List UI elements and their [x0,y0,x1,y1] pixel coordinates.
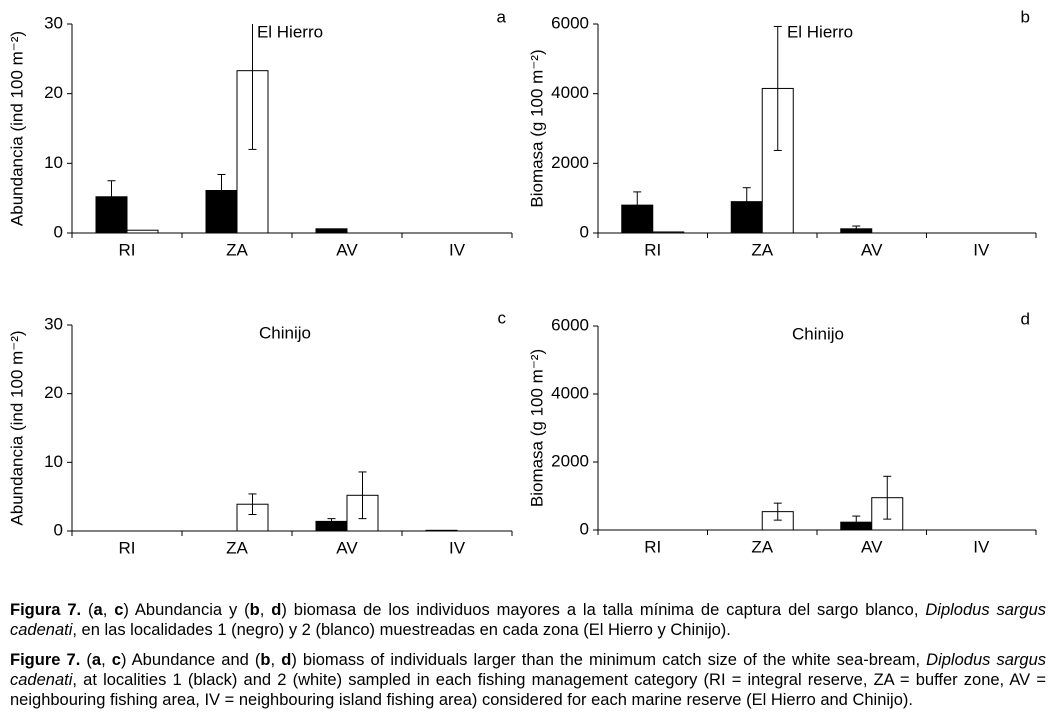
annotation: Chinijo [259,323,311,342]
caption-text: a [93,601,103,619]
x-tick-label: ZA [751,537,773,556]
caption-text: c [111,651,121,669]
panel-label: c [498,308,507,327]
caption-text: Figura 7. [10,601,82,619]
caption-text: Diplodus sargus cadenati [10,601,1047,639]
bar [652,231,685,234]
annotation: Chinijo [792,324,844,343]
x-tick-label: RI [644,537,661,556]
x-tick-label: ZA [226,240,248,259]
x-tick-label: AV [861,240,883,259]
y-tick-label: 0 [54,222,63,241]
caption-text: d [271,601,282,619]
x-tick-label: AV [861,537,883,556]
y-axis-label: Biomasa (g 100 m⁻²) [527,49,546,207]
panel-label: a [497,7,507,26]
x-tick-label: IV [449,538,466,557]
caption-text: , at localities 1 (black) and 2 (white) … [10,671,1046,709]
caption-text: ( [80,651,92,669]
y-tick-label: 30 [44,13,63,32]
caption-english: Figure 7. (a, c) Abundance and (b, d) bi… [10,650,1046,710]
caption-text: ) biomass of individuals larger than the… [291,651,927,669]
caption-text: , [102,601,115,619]
panel-label: d [1021,309,1030,328]
y-axis-label: Biomasa (g 100 m⁻²) [527,349,546,507]
y-tick-label: 6000 [551,315,589,334]
y-tick-label: 20 [44,383,63,402]
caption-text: d [281,651,292,669]
bar [315,228,348,234]
y-tick-label: 0 [580,222,589,241]
panel-label: b [1021,7,1030,26]
y-tick-label: 4000 [551,83,589,102]
annotation: El Hierro [257,22,323,41]
x-tick-label: AV [336,240,358,259]
caption-text: , en las localidades 1 (negro) y 2 (blan… [72,621,731,639]
x-tick-label: ZA [226,538,248,557]
bar [126,229,159,234]
caption-text: a [91,651,102,669]
annotation: El Hierro [787,22,853,41]
bar [425,529,458,532]
x-tick-label: RI [119,538,136,557]
caption-text: b [260,651,271,669]
x-tick-label: IV [449,240,466,259]
y-tick-label: 0 [54,520,63,539]
y-tick-label: 10 [44,452,63,471]
caption-text: Figure 7. [10,651,81,669]
y-tick-label: 30 [44,314,63,333]
caption-spanish: Figura 7. (a, c) Abundancia y (b, d) bio… [10,600,1046,640]
y-tick-label: 6000 [551,13,589,32]
x-tick-label: ZA [751,240,773,259]
caption-text: Diplodus sargus cadenati [10,651,1047,689]
caption-text: ) Abundancia y ( [123,601,250,619]
x-tick-label: RI [644,240,661,259]
caption-text: , [259,601,272,619]
caption-text: , [270,651,282,669]
y-axis-label: Abundancia (ind 100 m⁻²) [7,31,26,226]
x-tick-label: IV [973,537,990,556]
figure: 0 10 20 30 Abundancia (ind 100 m⁻²) a El Hierr… [7,7,1037,557]
caption-text: , [101,651,112,669]
y-tick-label: 2000 [551,451,589,470]
y-tick-label: 20 [44,83,63,102]
caption-text: b [249,601,260,619]
x-tick-label: RI [119,240,136,259]
y-tick-label: 0 [580,519,589,538]
caption-text: c [114,601,124,619]
x-tick-label: IV [973,240,990,259]
y-axis-label: Abundancia (ind 100 m⁻²) [7,330,26,525]
y-tick-label: 4000 [551,383,589,402]
caption-text: ) biomasa de los individuos mayores a la… [281,601,926,619]
caption-text: ( [81,601,94,619]
caption-text: ) Abundance and ( [120,651,261,669]
y-tick-label: 2000 [551,153,589,172]
y-tick-label: 10 [44,153,63,172]
x-tick-label: AV [336,538,358,557]
